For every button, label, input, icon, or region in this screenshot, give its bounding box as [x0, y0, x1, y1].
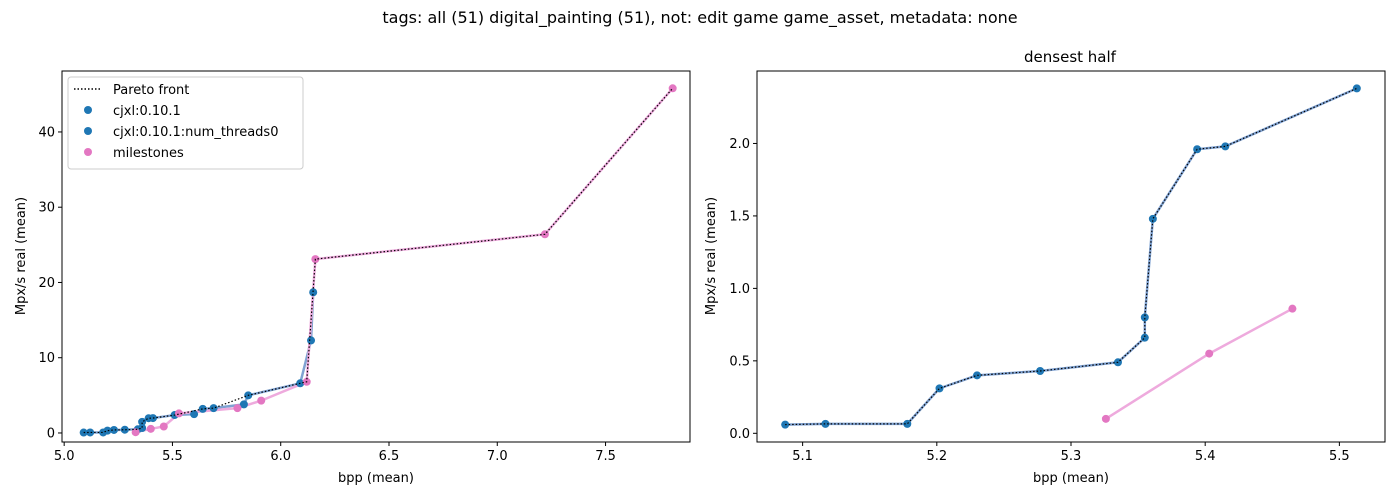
- right-series-0-point: [1148, 214, 1157, 223]
- right-chart-title: densest half: [1024, 48, 1117, 66]
- legend-cjxl-label: cjxl:0.10.1: [113, 104, 181, 119]
- right-pareto-front-line: [785, 87, 1358, 426]
- left-y-tick-label: 40: [38, 125, 55, 140]
- left-series-0-point: [103, 426, 112, 435]
- right-series-0-line: [785, 87, 1358, 426]
- left-x-tick-label: 6.0: [270, 449, 291, 464]
- right-y-tick-label: 0.5: [729, 354, 750, 369]
- legend-milestones-label: milestones: [113, 146, 184, 161]
- right-x-tick-label: 5.5: [1329, 449, 1350, 464]
- right-y-tick-label: 1.0: [729, 282, 750, 297]
- right-y-tick-label: 0.0: [729, 427, 750, 442]
- left-series-0-point: [209, 404, 218, 413]
- right-y-tick-label: 1.5: [729, 209, 750, 224]
- left-series-1-point: [233, 404, 242, 413]
- left-series-0-point: [109, 425, 118, 434]
- left-x-tick-label: 7.5: [595, 449, 616, 464]
- left-chart-panel: 5.0 5.5 6.0 6.5 7.0 7.5 0 10 20 30 40 bpp (mean) M…: [14, 70, 691, 486]
- left-series-1-point: [146, 424, 155, 433]
- left-x-tick-label: 5.0: [54, 449, 75, 464]
- right-series-0-point: [935, 384, 944, 393]
- right-series-0-point: [1221, 142, 1230, 151]
- left-series-0-point: [309, 288, 318, 297]
- right-series-1-point: [1288, 304, 1297, 313]
- left-y-tick-label: 20: [38, 276, 55, 291]
- left-x-tick-label: 5.5: [162, 449, 183, 464]
- left-series-0-point: [198, 404, 207, 413]
- left-series-1-point: [131, 428, 140, 437]
- left-tick-layer: 5.0 5.5 6.0 6.5 7.0 7.5 0 10 20 30 40: [38, 125, 615, 464]
- right-plot-frame: [756, 70, 1386, 443]
- figure-suptitle: tags: all (51) digital_painting (51), no…: [382, 8, 1017, 28]
- left-series-1-point: [174, 409, 183, 418]
- right-series-0-point: [821, 419, 830, 428]
- legend-cjxl-threads-swatch: [84, 127, 92, 135]
- right-series-0-point: [1352, 84, 1361, 93]
- right-series-1-point: [1205, 349, 1214, 358]
- legend-cjxl-swatch: [84, 106, 92, 114]
- right-chart-panel: densest half 5.1 5.2 5.3 5.4 5.5 0.0 0.5 1.0 1.5…: [704, 48, 1386, 486]
- right-plot-layer: [781, 84, 1361, 429]
- left-x-axis-label: bpp (mean): [338, 471, 414, 486]
- right-series-0-point: [1140, 333, 1149, 342]
- left-x-tick-label: 7.0: [487, 449, 508, 464]
- legend-pareto-label: Pareto front: [113, 83, 189, 98]
- right-x-tick-label: 5.1: [792, 449, 813, 464]
- left-y-tick-label: 0: [47, 426, 55, 441]
- left-series-0-point: [138, 424, 147, 433]
- left-series-1-point: [159, 422, 168, 431]
- right-series-0-point: [903, 419, 912, 428]
- right-y-axis-label: Mpx/s real (mean): [704, 197, 719, 315]
- legend-milestones-swatch: [84, 148, 92, 156]
- left-series-0-point: [239, 400, 248, 409]
- right-series-1-point: [1101, 414, 1110, 423]
- left-series-0-point: [120, 425, 129, 434]
- left-pareto-front-line: [83, 87, 674, 434]
- right-x-axis-label: bpp (mean): [1033, 471, 1109, 486]
- right-x-tick-label: 5.4: [1195, 449, 1216, 464]
- legend: Pareto front cjxl:0.10.1 cjxl:0.10.1:num…: [67, 76, 304, 170]
- right-series-0-point: [1140, 313, 1149, 322]
- legend-cjxl-threads-label: cjxl:0.10.1:num_threads0: [113, 125, 278, 140]
- left-x-tick-label: 6.5: [379, 449, 400, 464]
- left-series-1-point: [257, 396, 266, 405]
- left-plot-frame: [61, 70, 691, 443]
- legend-box: [67, 76, 304, 170]
- left-series-0-point: [86, 428, 95, 437]
- right-series-0-point: [973, 371, 982, 380]
- right-y-tick-label: 2.0: [729, 137, 750, 152]
- left-series-0-point: [148, 414, 157, 423]
- left-y-axis-label: Mpx/s real (mean): [14, 197, 29, 315]
- left-series-0-point: [138, 417, 147, 426]
- left-y-tick-label: 30: [38, 201, 55, 216]
- left-y-tick-label: 10: [38, 351, 55, 366]
- right-x-tick-label: 5.3: [1061, 449, 1082, 464]
- right-series-1-line: [1105, 307, 1294, 420]
- left-plot-layer: [79, 84, 677, 437]
- left-series-0-point: [307, 336, 316, 345]
- left-series-0-point: [190, 410, 199, 419]
- right-tick-layer: 5.1 5.2 5.3 5.4 5.5 0.0 0.5 1.0 1.5 2.0: [729, 137, 1349, 464]
- left-series-1-point: [668, 84, 677, 93]
- right-x-tick-label: 5.2: [926, 449, 947, 464]
